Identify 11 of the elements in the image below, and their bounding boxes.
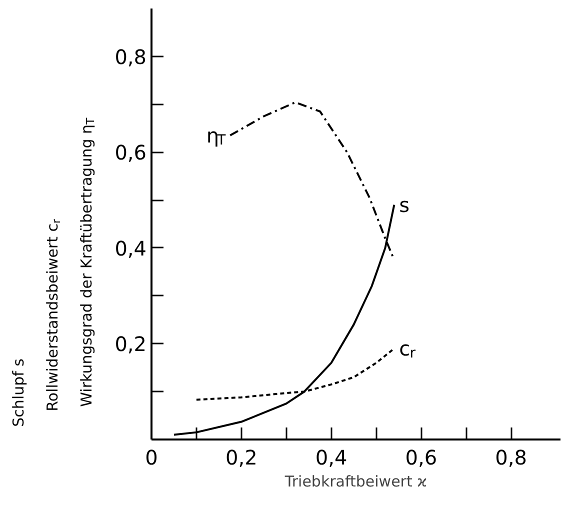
x-tick-label: 0,6 bbox=[405, 446, 438, 470]
y-tick-label: 0,8 bbox=[114, 44, 147, 69]
y-tick-label: 0,6 bbox=[114, 140, 147, 165]
series-label: s bbox=[399, 192, 410, 217]
y-tick-label: 0,4 bbox=[114, 236, 147, 260]
x-tick-label: 0,4 bbox=[315, 446, 348, 470]
x-tick-label: 0 bbox=[145, 446, 158, 470]
y-tick-label: 0,2 bbox=[114, 332, 147, 356]
x-tick-label: 0,8 bbox=[495, 446, 527, 470]
x-tick-label: 0,2 bbox=[225, 446, 258, 470]
x-axis-title: Triebkraftbeiwert ϰ bbox=[284, 472, 428, 490]
